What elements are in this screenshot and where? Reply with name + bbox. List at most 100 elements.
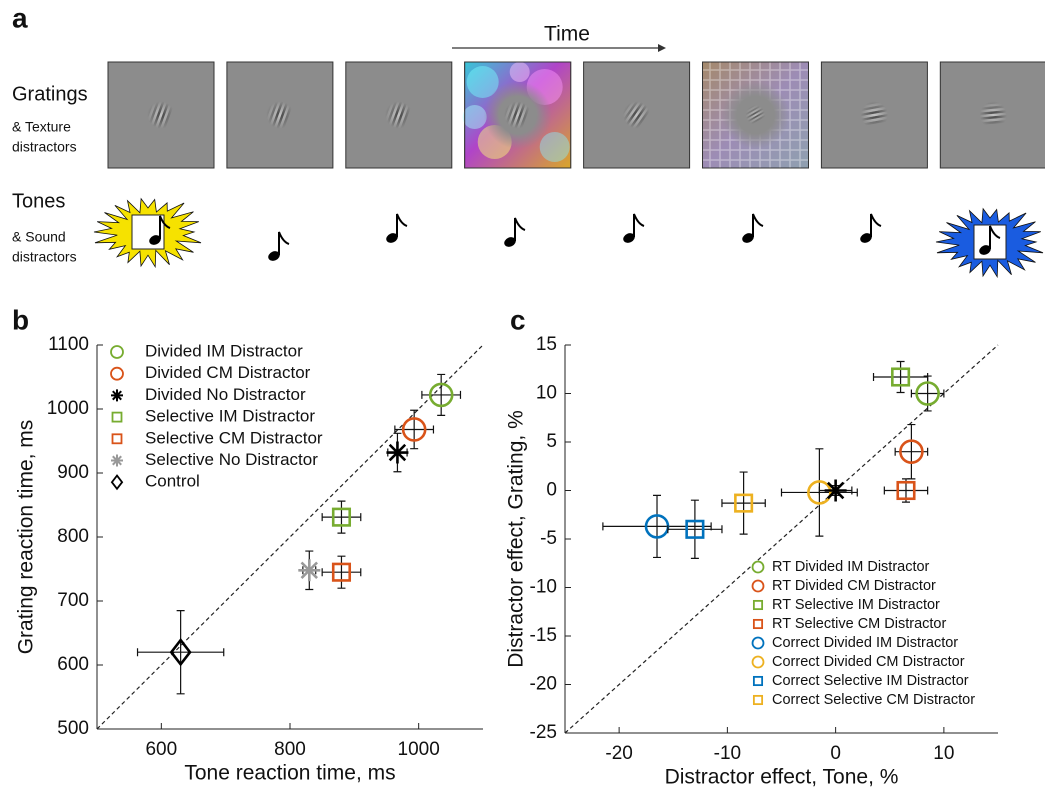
legend-marker [752, 675, 764, 687]
x-tick-label: 1000 [398, 739, 440, 760]
row-subtitle: & Texture [12, 119, 71, 135]
note-head [860, 233, 872, 243]
y-tick-label: 15 [536, 334, 557, 355]
y-tick-label: -25 [530, 722, 557, 743]
y-tick-label: 600 [57, 654, 89, 675]
x-tick-label: 600 [145, 739, 177, 760]
y-tick-label: 700 [57, 590, 89, 611]
y-tick-label: 900 [57, 462, 89, 483]
y-tick-label: -15 [530, 625, 557, 646]
y-tick-label: 800 [57, 526, 89, 547]
row-subtitle: distractors [12, 249, 77, 265]
legend-marker [111, 433, 123, 445]
row-subtitle: distractors [12, 139, 77, 155]
legend-label: Selective No Distractor [145, 450, 318, 469]
x-axis-label: Distractor effect, Tone, % [665, 766, 899, 789]
y-error-bar [739, 471, 748, 535]
legend-marker [110, 474, 124, 491]
y-error-bar [437, 373, 446, 416]
marker-star [824, 479, 847, 502]
y-error-bar [337, 500, 346, 534]
legend-label: Selective CM Distractor [145, 428, 323, 447]
legend-marker [751, 636, 765, 650]
y-error-bar [690, 499, 699, 559]
note-stem [278, 231, 290, 255]
identity-line [564, 344, 999, 734]
y-tick-label: 0 [546, 480, 557, 501]
marker-circle [428, 382, 454, 408]
marker-circle [899, 439, 924, 465]
note-stem [514, 217, 526, 241]
time-arrow-head [658, 44, 666, 52]
x-tick-label: 800 [274, 739, 306, 760]
legend-marker [111, 389, 123, 402]
x-tick-label: -10 [714, 743, 741, 764]
legend-label: Correct Divided IM Distractor [772, 635, 958, 651]
note-head [504, 237, 516, 247]
bokeh [462, 105, 487, 129]
frame-border [464, 61, 572, 169]
legend-label: Divided IM Distractor [145, 341, 303, 360]
x-tick-label: 0 [830, 743, 841, 764]
legend-label: Divided CM Distractor [145, 363, 311, 382]
note-stem [633, 213, 645, 237]
legend-marker [110, 366, 124, 381]
legend-marker [110, 345, 124, 359]
grating [979, 100, 1008, 125]
legend-marker [111, 454, 123, 467]
legend-label: Divided No Distractor [145, 385, 306, 404]
legend-marker [751, 579, 765, 593]
legend-marker [752, 694, 764, 706]
frame-border [702, 61, 809, 169]
legend-marker [111, 411, 123, 423]
marker-diamond [169, 637, 192, 667]
note-stem [396, 213, 408, 237]
marker-star [298, 559, 321, 582]
note-head [979, 245, 991, 255]
y-tick-label: -10 [530, 577, 557, 598]
row-title: Tones [12, 190, 65, 212]
note-head [149, 235, 161, 245]
panel-label: a [12, 2, 28, 33]
grating [859, 99, 890, 126]
note-head [742, 233, 754, 243]
tone-row [93, 197, 1044, 279]
marker-square [891, 367, 911, 387]
x-axis-label: Tone reaction time, ms [184, 762, 395, 785]
note-head [386, 233, 398, 243]
x-tick-label: -20 [605, 743, 632, 764]
bokeh [539, 132, 570, 162]
row-subtitle: & Sound [12, 229, 66, 245]
y-tick-label: -20 [530, 674, 557, 695]
legend-label: Correct Divided CM Distractor [772, 654, 965, 670]
row-title: Gratings [12, 83, 88, 105]
stimulus-frames [107, 61, 1045, 169]
bokeh [466, 66, 499, 98]
marker-square [331, 507, 352, 527]
bokeh [509, 62, 530, 82]
note-stem [989, 225, 1001, 249]
y-error-bar [653, 494, 662, 559]
x-tick-label: 10 [933, 743, 954, 764]
y-tick-label: 5 [546, 431, 557, 452]
tone-box [131, 214, 165, 250]
legend-label: RT Selective CM Distractor [772, 616, 946, 632]
y-tick-label: 1000 [47, 398, 89, 419]
marker-square [685, 519, 705, 539]
panel-label: c [510, 304, 526, 335]
y-error-bar [896, 360, 905, 394]
note-stem [159, 215, 171, 239]
y-tick-label: 10 [536, 383, 557, 404]
legend-marker [751, 560, 765, 574]
marker-circle [915, 381, 940, 406]
y-axis-label: Distractor effect, Grating, % [505, 410, 528, 668]
legend-label: RT Divided CM Distractor [772, 578, 936, 594]
legend-marker [752, 618, 764, 630]
marker-square [734, 493, 754, 513]
y-error-bar [337, 555, 346, 589]
legend-label: Correct Selective IM Distractor [772, 673, 969, 689]
note-stem [752, 213, 764, 237]
note-head [623, 233, 635, 243]
